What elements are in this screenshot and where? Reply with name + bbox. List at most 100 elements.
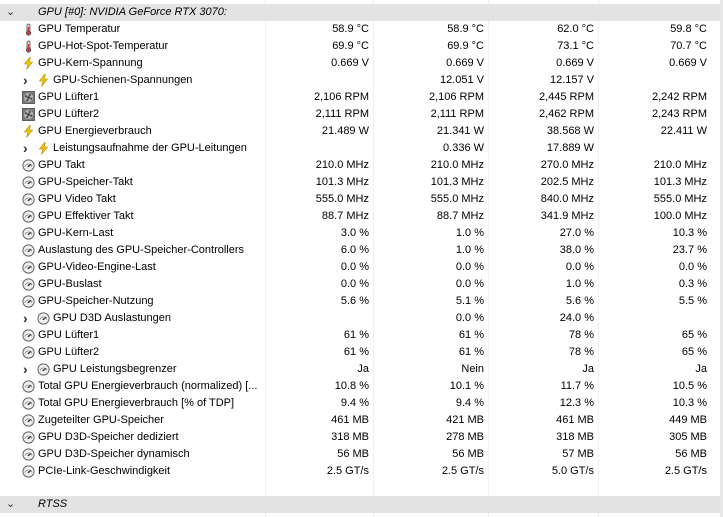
sensor-name-cell: GPU Takt [0,157,265,174]
sensor-row[interactable]: GPU Temperatur 58.9 °C 58.9 °C 62.0 °C 59.8 … [0,21,723,38]
maximum-value-cell: 12.157 V [549,74,594,86]
current-value-cell: 2,111 RPM [315,108,369,120]
sensor-row[interactable]: › GPU-Schienen-Spannungen 12.051 V 12.157 V [0,72,723,89]
group-row-gpu[interactable]: ⌄ GPU [#0]: NVIDIA GeForce RTX 3070: [0,4,723,21]
maximum-value-cell: 73.1 °C [557,40,594,52]
gauge-icon [22,176,35,189]
sensor-name-cell: GPU Lüfter2 [0,106,265,123]
chevron-down-icon[interactable]: ⌄ [6,6,16,18]
sensor-row[interactable]: Total GPU Energieverbrauch (normalized) … [0,378,723,395]
sensor-row[interactable]: GPU Lüfter1 61 % 61 % 78 % 65 % [0,327,723,344]
average-value-cell: 101.3 MHz [653,176,707,188]
sensor-name-cell: GPU-Speicher-Takt [0,174,265,191]
maximum-value-cell: 17.889 W [546,142,594,154]
sensor-row[interactable]: GPU-Kern-Last 3.0 % 1.0 % 27.0 % 10.3 % [0,225,723,242]
current-value-cell: 318 MB [331,431,369,443]
sensor-row[interactable]: Total GPU Energieverbrauch [% of TDP] 9.4… [0,395,723,412]
sensor-label: GPU-Kern-Last [38,227,114,239]
minimum-value-cell: 210.0 MHz [430,159,484,171]
sensor-row[interactable]: GPU Video Takt 555.0 MHz 555.0 MHz 840.0 MH… [0,191,723,208]
maximum-value-cell: 0.0 % [565,261,594,273]
minimum-value-cell: 2,111 RPM [430,108,484,120]
minimum-value-cell: 421 MB [446,414,484,426]
sensor-row[interactable]: GPU Lüfter2 61 % 61 % 78 % 65 % [0,344,723,361]
current-value-cell: 88.7 MHz [321,210,369,222]
chevron-right-icon[interactable]: › [23,310,28,326]
minimum-value-cell: 56 MB [452,448,484,460]
sensor-row[interactable]: PCIe-Link-Geschwindigkeit 2.5 GT/s 2.5 GT/… [0,463,723,480]
current-value-cell: 9.4 % [340,397,369,409]
chevron-right-icon[interactable]: › [23,72,28,88]
sensor-row[interactable]: GPU-Speicher-Takt 101.3 MHz 101.3 MHz 202.5… [0,174,723,191]
minimum-value-cell: 0.0 % [455,278,484,290]
sensor-row[interactable]: GPU Lüfter2 2,111 RPM 2,111 RPM 2,462 RPM 2,… [0,106,723,123]
sensor-label: GPU D3D Auslastungen [53,312,172,324]
sensor-row[interactable]: GPU D3D-Speicher dediziert 318 MB 278 MB 31… [0,429,723,446]
sensor-label: GPU-Video-Engine-Last [38,261,156,273]
sensor-name-cell: GPU Lüfter1 [0,327,265,344]
sensor-row[interactable]: GPU D3D-Speicher dynamisch 56 MB 56 MB 57 M… [0,446,723,463]
column-divider [265,0,266,517]
sensor-row[interactable]: › Leistungsaufnahme der GPU-Leitungen 0.33… [0,140,723,157]
sensor-row[interactable]: GPU-Buslast 0.0 % 0.0 % 1.0 % 0.3 % [0,276,723,293]
sensor-name-cell: GPU Effektiver Takt [0,208,265,225]
average-value-cell: 2.5 GT/s [664,465,707,477]
sensor-name-cell: Total GPU Energieverbrauch [% of TDP] [0,395,265,412]
gauge-icon [22,210,35,223]
sensor-name-cell: Auslastung des GPU-Speicher-Controllers [0,242,265,259]
sensor-name-cell: GPU Lüfter1 [0,89,265,106]
sensor-row[interactable]: GPU-Hot-Spot-Temperatur 69.9 °C 69.9 °C 73.… [0,38,723,55]
sensor-name-cell: GPU-Buslast [0,276,265,293]
gauge-icon [22,261,35,274]
gauge-icon [22,414,35,427]
gauge-icon [22,346,35,359]
thermometer-icon [22,40,35,53]
gauge-icon [22,278,35,291]
average-value-cell: 305 MB [669,431,707,443]
average-value-cell [598,310,723,327]
sensor-label: GPU Effektiver Takt [38,210,134,222]
maximum-value-cell: 2,462 RPM [538,108,594,120]
sensor-row[interactable]: › GPU D3D Auslastungen 0.0 % 24.0 % [0,310,723,327]
sensor-row[interactable]: GPU-Video-Engine-Last 0.0 % 0.0 % 0.0 % 0.0 … [0,259,723,276]
group-row-rtss[interactable]: ⌄ RTSS [0,496,723,513]
lightning-bolt-icon [37,74,50,87]
lightning-bolt-icon [37,142,50,155]
chevron-right-icon[interactable]: › [23,361,28,377]
average-value-cell [598,72,723,89]
sensor-label: GPU Lüfter1 [38,329,100,341]
chevron-down-icon[interactable]: ⌄ [6,498,16,510]
current-value-cell: 21.489 W [321,125,369,137]
gauge-icon [22,465,35,478]
sensor-row[interactable]: GPU Takt 210.0 MHz 210.0 MHz 270.0 MHz 210.0… [0,157,723,174]
maximum-value-cell: 38.0 % [559,244,594,256]
sensor-row[interactable]: GPU-Kern-Spannung 0.669 V 0.669 V 0.669 V 0.… [0,55,723,72]
gauge-icon [22,193,35,206]
sensor-row[interactable]: GPU Energieverbrauch 21.489 W 21.341 W 38.5… [0,123,723,140]
maximum-value-cell: 840.0 MHz [540,193,594,205]
average-value-cell: 449 MB [669,414,707,426]
sensor-row[interactable]: › GPU Leistungsbegrenzer Ja Nein Ja Ja [0,361,723,378]
current-value-cell: 0.0 % [340,278,369,290]
sensor-label: GPU-Speicher-Nutzung [38,295,154,307]
sensor-row[interactable]: GPU Lüfter1 2,106 RPM 2,106 RPM 2,445 RPM 2,… [0,89,723,106]
average-value-cell: 0.3 % [678,278,707,290]
chevron-right-icon[interactable]: › [23,140,28,156]
minimum-value-cell: 1.0 % [455,244,484,256]
sensor-row[interactable]: GPU-Speicher-Nutzung 5.6 % 5.1 % 5.6 % 5.5 % [0,293,723,310]
average-value-cell: 2,242 RPM [651,91,707,103]
scrollbar[interactable] [720,0,723,517]
minimum-value-cell: 278 MB [446,431,484,443]
minimum-value-cell: 2.5 GT/s [441,465,484,477]
maximum-value-cell: 1.0 % [565,278,594,290]
sensor-row[interactable]: Zugeteilter GPU-Speicher 461 MB 421 MB 461 … [0,412,723,429]
minimum-value-cell: 61 % [458,329,484,341]
current-value-cell: 101.3 MHz [315,176,369,188]
sensor-row[interactable]: GPU Effektiver Takt 88.7 MHz 88.7 MHz 341.9… [0,208,723,225]
current-value-cell: 58.9 °C [332,23,369,35]
sensor-row[interactable]: Auslastung des GPU-Speicher-Controllers 6… [0,242,723,259]
sensor-label: GPU Energieverbrauch [38,125,152,137]
minimum-value-cell: 5.1 % [455,295,484,307]
maximum-value-cell: 5.0 GT/s [551,465,594,477]
